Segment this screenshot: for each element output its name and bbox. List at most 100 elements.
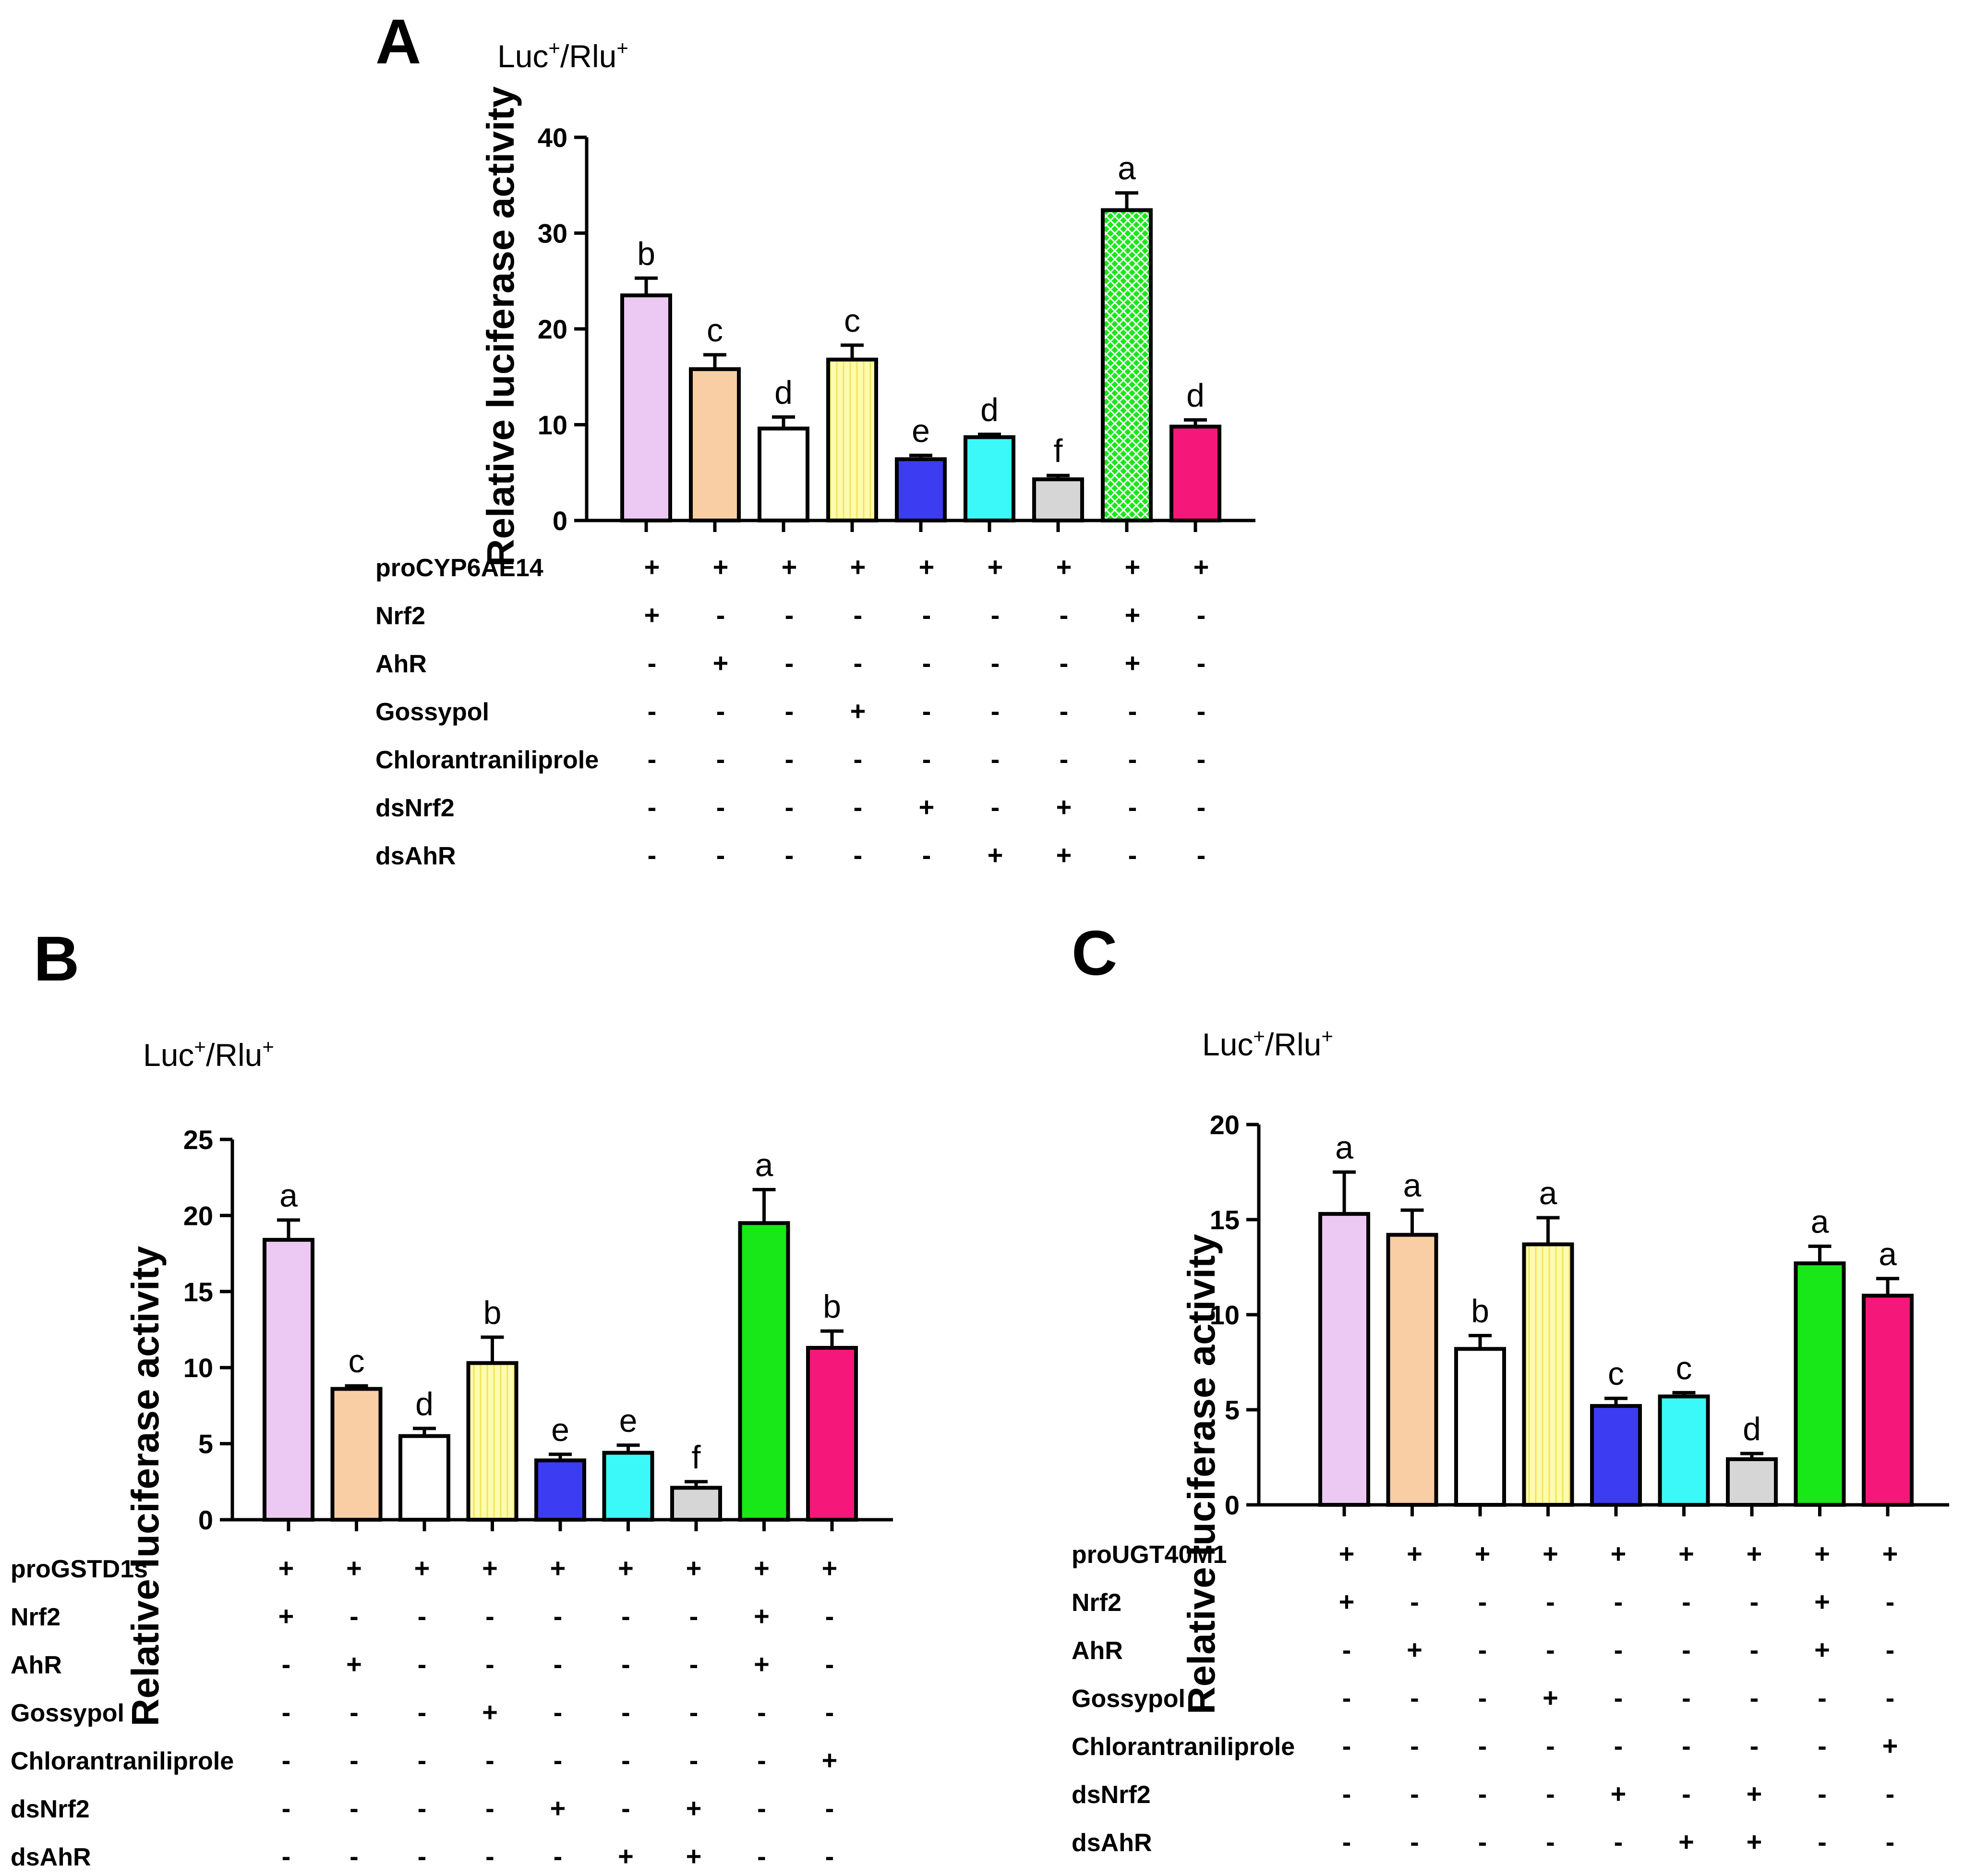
treatment-mark: - — [282, 1745, 291, 1775]
treatment-mark: - — [1410, 1682, 1419, 1713]
treatment-mark: - — [1818, 1682, 1827, 1713]
y-tick-label: 5 — [1225, 1395, 1240, 1425]
treatment-mark: - — [1478, 1827, 1487, 1857]
treatment-mark: - — [716, 744, 725, 774]
y-tick-label: 15 — [1210, 1205, 1240, 1235]
treatment-mark: - — [350, 1745, 359, 1775]
treatment-mark: - — [1478, 1634, 1487, 1665]
treatment-mark: + — [414, 1553, 430, 1583]
bar — [1794, 1261, 1846, 1507]
treatment-mark: - — [922, 648, 931, 678]
treatment-mark: - — [1197, 840, 1206, 870]
treatment-mark: - — [922, 696, 931, 726]
treatment-mark: - — [418, 1697, 427, 1727]
y-tick-label: 10 — [1210, 1300, 1240, 1330]
treatment-mark: - — [1818, 1731, 1827, 1761]
chart-panel-c: C Luc+/Rlu+ Relative luciferase activity… — [1072, 918, 1949, 1857]
bar — [1101, 208, 1153, 522]
treatment-label: proCYP6AE14 — [375, 554, 543, 582]
treatment-mark: - — [825, 1601, 834, 1631]
treatment-mark: + — [618, 1553, 634, 1583]
significance-letter: c — [1676, 1350, 1692, 1386]
significance-letter: a — [1118, 150, 1136, 187]
treatment-mark: + — [1125, 600, 1141, 630]
treatment-mark: - — [418, 1841, 427, 1871]
treatment-mark: + — [1193, 552, 1209, 582]
treatment-mark: - — [1886, 1827, 1895, 1857]
treatment-label: Gossypol — [1072, 1685, 1185, 1713]
y-axis-title: Relative luciferase activity — [479, 86, 522, 567]
treatment-label: AhR — [11, 1651, 62, 1679]
treatment-mark: + — [754, 1553, 770, 1583]
treatment-label: Nrf2 — [11, 1603, 60, 1631]
treatment-label: AhR — [375, 650, 427, 678]
treatment-mark: - — [1128, 696, 1137, 726]
treatment-mark: + — [550, 1793, 566, 1823]
significance-letter: b — [637, 235, 655, 272]
treatment-mark: + — [1543, 1682, 1558, 1713]
significance-letter: c — [349, 1343, 365, 1380]
treatment-mark: - — [554, 1601, 563, 1631]
bar — [330, 1387, 383, 1522]
treatment-mark: + — [1814, 1586, 1830, 1617]
treatment-label: dsAhR — [11, 1843, 91, 1871]
treatment-mark: - — [554, 1649, 563, 1679]
y-tick-label: 25 — [183, 1125, 213, 1155]
treatment-mark: - — [621, 1649, 630, 1679]
treatment-mark: + — [550, 1553, 566, 1583]
significance-letter: c — [844, 303, 860, 339]
treatment-mark: - — [648, 792, 657, 822]
treatment-mark: + — [686, 1841, 702, 1871]
treatment-mark: - — [785, 648, 794, 678]
treatment-label: Gossypol — [375, 698, 489, 726]
treatment-mark: + — [644, 552, 660, 582]
treatment-mark: + — [1678, 1538, 1694, 1569]
treatment-mark: - — [991, 696, 1000, 726]
bar — [620, 293, 672, 522]
bar — [1386, 1233, 1438, 1507]
y-tick-label: 0 — [198, 1505, 213, 1535]
treatment-mark: + — [988, 840, 1003, 870]
significance-letter: b — [823, 1288, 841, 1325]
bar — [670, 1486, 722, 1522]
treatment-mark: + — [686, 1793, 702, 1823]
significance-letter: b — [483, 1295, 502, 1331]
treatment-mark: - — [854, 744, 863, 774]
bar — [1658, 1394, 1710, 1507]
treatment-mark: - — [282, 1649, 291, 1679]
bar — [466, 1361, 518, 1522]
treatment-mark: - — [1060, 696, 1069, 726]
treatment-mark: - — [1342, 1634, 1351, 1665]
treatment-mark: - — [418, 1649, 427, 1679]
treatment-mark: - — [922, 744, 931, 774]
treatment-mark: - — [621, 1745, 630, 1775]
treatment-mark: + — [1882, 1538, 1898, 1569]
treatment-mark: + — [1814, 1634, 1830, 1665]
treatment-mark: - — [825, 1649, 834, 1679]
treatment-label: dsNrf2 — [1072, 1781, 1151, 1809]
treatment-mark: + — [1543, 1538, 1558, 1569]
y-tick-label: 10 — [183, 1353, 213, 1383]
significance-letter: d — [980, 391, 999, 428]
treatment-mark: - — [418, 1745, 427, 1775]
treatment-mark: - — [1478, 1682, 1487, 1713]
treatment-mark: - — [1197, 696, 1206, 726]
treatment-mark: - — [1750, 1634, 1759, 1665]
panel-letter: B — [34, 923, 79, 994]
treatment-mark: - — [785, 840, 794, 870]
bar — [398, 1434, 450, 1522]
treatment-mark: - — [1478, 1779, 1487, 1809]
treatment-mark: - — [485, 1793, 494, 1823]
treatment-mark: - — [854, 792, 863, 822]
treatment-mark: + — [1747, 1779, 1762, 1809]
bar — [1318, 1212, 1370, 1507]
bar — [895, 457, 947, 523]
treatment-mark: - — [716, 696, 725, 726]
bar — [806, 1346, 858, 1522]
treatment-mark: - — [648, 744, 657, 774]
treatment-mark: - — [1128, 744, 1137, 774]
bar — [534, 1458, 586, 1522]
treatment-label: AhR — [1072, 1637, 1123, 1665]
treatment-mark: - — [350, 1601, 359, 1631]
treatment-mark: + — [278, 1553, 294, 1583]
